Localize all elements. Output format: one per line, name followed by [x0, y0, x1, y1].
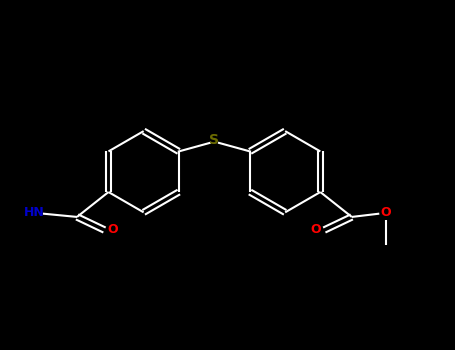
Text: O: O — [310, 223, 321, 236]
Text: O: O — [380, 206, 391, 219]
Text: O: O — [108, 223, 118, 236]
Text: HN: HN — [23, 206, 44, 219]
Text: S: S — [209, 133, 219, 147]
